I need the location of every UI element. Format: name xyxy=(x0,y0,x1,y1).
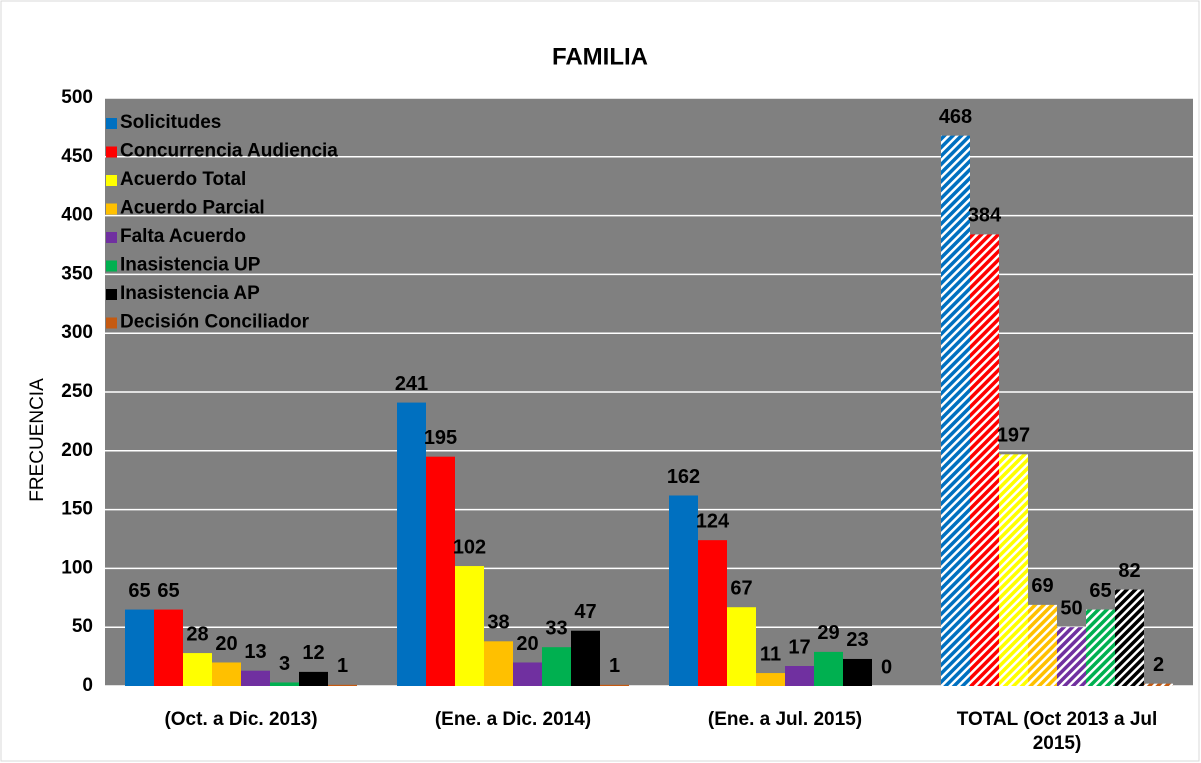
x-tick-label: (Ene. a Jul. 2015) xyxy=(707,709,863,730)
data-label: 13 xyxy=(244,641,266,663)
data-label: 197 xyxy=(997,425,1030,447)
data-label: 1 xyxy=(337,655,348,677)
data-label: 124 xyxy=(696,510,730,532)
bar xyxy=(183,653,212,686)
y-tick-label: 500 xyxy=(61,87,93,108)
bar xyxy=(785,666,814,686)
bar xyxy=(970,234,999,686)
data-label: 1 xyxy=(609,655,620,677)
data-label: 384 xyxy=(968,205,1002,227)
bar xyxy=(698,540,727,686)
y-tick-label: 150 xyxy=(61,499,93,520)
bar xyxy=(600,684,629,686)
y-tick-label: 450 xyxy=(61,146,93,167)
bar xyxy=(756,673,785,686)
data-label: 65 xyxy=(128,580,150,602)
legend-swatch xyxy=(106,118,117,129)
data-label: 2 xyxy=(1153,654,1164,676)
y-axis-label: FRECUENCIA xyxy=(27,378,48,502)
data-label: 102 xyxy=(453,536,486,558)
bar xyxy=(212,662,241,686)
bar xyxy=(397,402,426,686)
data-label: 38 xyxy=(487,612,509,634)
legend-label: Falta Acuerdo xyxy=(120,226,246,247)
bar xyxy=(814,651,843,686)
bar xyxy=(426,456,455,686)
bar xyxy=(513,662,542,686)
bar xyxy=(241,670,270,686)
legend-swatch xyxy=(106,203,117,215)
data-label: 47 xyxy=(574,601,596,623)
chart-title: FAMILIA xyxy=(552,43,648,70)
bar xyxy=(843,658,872,686)
bar xyxy=(542,647,571,686)
y-tick-label: 200 xyxy=(61,440,93,461)
data-label: 12 xyxy=(302,642,324,664)
data-label: 195 xyxy=(424,427,457,449)
legend-label: Decisión Conciliador xyxy=(120,312,310,333)
bar xyxy=(1057,627,1086,686)
y-tick-label: 350 xyxy=(61,263,93,284)
data-label: 20 xyxy=(215,633,237,655)
data-label: 67 xyxy=(730,577,752,599)
legend-label: Concurrencia Audiencia xyxy=(120,141,338,162)
legend-label: Solicitudes xyxy=(120,112,221,133)
data-label: 33 xyxy=(545,617,567,639)
data-label: 17 xyxy=(788,636,810,658)
data-label: 50 xyxy=(1060,597,1082,619)
legend-swatch xyxy=(106,289,117,300)
legend-swatch xyxy=(106,146,117,158)
x-tick-label: TOTAL (Oct 2013 a Jul 2015) xyxy=(956,709,1158,754)
legend-swatch xyxy=(106,232,117,243)
legend-swatch xyxy=(106,175,117,186)
y-tick-label: 0 xyxy=(82,675,93,696)
data-label: 65 xyxy=(1089,580,1111,602)
bar xyxy=(328,684,357,686)
bar xyxy=(1144,683,1173,686)
bar xyxy=(1115,589,1144,686)
bar xyxy=(1086,609,1115,686)
y-tick-label: 300 xyxy=(61,322,93,343)
legend-swatch xyxy=(106,260,117,272)
legend-swatch xyxy=(106,317,117,329)
bar xyxy=(125,609,154,686)
bar xyxy=(270,682,299,686)
data-label: 29 xyxy=(817,622,839,644)
data-label: 28 xyxy=(186,623,208,645)
y-tick-label: 400 xyxy=(61,205,93,226)
data-label: 162 xyxy=(667,466,700,488)
y-tick-label: 100 xyxy=(61,557,93,578)
bar xyxy=(299,671,328,686)
data-label: 11 xyxy=(760,643,781,665)
bar xyxy=(999,454,1028,686)
bar xyxy=(941,135,970,686)
data-label: 65 xyxy=(157,580,179,602)
legend-label: Acuerdo Parcial xyxy=(120,198,265,219)
legend-label: Inasistencia AP xyxy=(120,283,260,304)
legend-label: Acuerdo Total xyxy=(120,169,246,190)
x-tick-label: (Ene. a Dic. 2014) xyxy=(434,709,592,730)
data-label: 69 xyxy=(1031,575,1053,597)
data-label: 241 xyxy=(395,373,428,395)
legend-label: Inasistencia UP xyxy=(120,255,261,276)
bar xyxy=(154,609,183,686)
bar xyxy=(484,641,513,686)
y-tick-label: 50 xyxy=(72,616,93,637)
bar xyxy=(571,630,600,686)
y-tick-label: 250 xyxy=(61,381,93,402)
data-label: 3 xyxy=(279,653,290,675)
data-label: 23 xyxy=(846,629,868,651)
x-tick-label: (Oct. a Dic. 2013) xyxy=(164,709,318,730)
bar xyxy=(727,607,756,686)
data-label: 82 xyxy=(1118,560,1140,582)
data-label: 0 xyxy=(881,656,892,678)
data-label: 468 xyxy=(939,106,972,128)
bar xyxy=(455,566,484,686)
bar xyxy=(1028,604,1057,686)
data-label: 20 xyxy=(516,633,538,655)
bar xyxy=(669,495,698,686)
